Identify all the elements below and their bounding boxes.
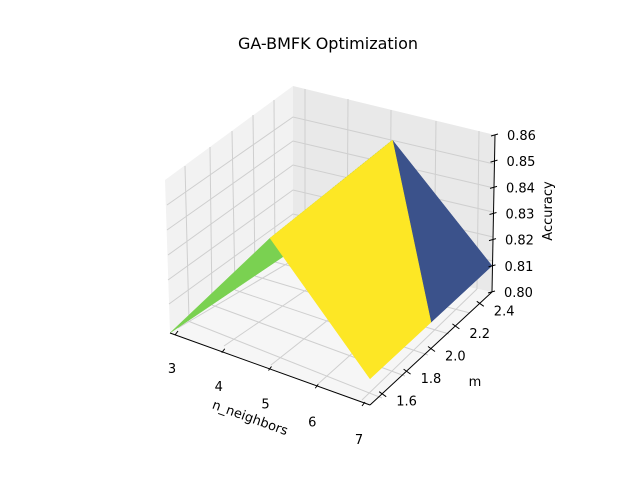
- y-tick-label: 2.0: [445, 350, 466, 365]
- x-axis-label: n_neighbors: [210, 398, 290, 439]
- y-tick-label: 2.4: [494, 304, 515, 319]
- chart-title: GA-BMFK Optimization: [238, 34, 418, 53]
- x-tick-mark: [268, 366, 272, 371]
- z-tick-mark: [489, 212, 497, 215]
- y-tick-mark: [403, 368, 411, 375]
- y-tick-mark: [476, 300, 485, 307]
- z-axis-label: Accuracy: [541, 181, 556, 241]
- z-axis-ticks: 0.80 0.81 0.82 0.83 0.84 0.85 0.86: [487, 129, 536, 301]
- z-tick-label: 0.85: [507, 155, 536, 170]
- z-tick-label: 0.83: [506, 208, 535, 223]
- x-tick-label: 5: [261, 398, 269, 413]
- y-tick-mark: [427, 346, 436, 352]
- x-tick-label: 3: [168, 362, 176, 377]
- surface-faces: [169, 139, 493, 380]
- x-tick-mark: [174, 330, 179, 336]
- z-tick-label: 0.82: [505, 234, 534, 249]
- x-tick-label: 4: [215, 380, 223, 395]
- x-tick-label: 7: [355, 433, 363, 448]
- z-tick-mark: [488, 264, 496, 268]
- x-axis-ticks: 3 4 5 6 7: [168, 330, 366, 448]
- z-tick-label: 0.81: [505, 260, 534, 275]
- y-tick-label: 1.6: [396, 395, 417, 410]
- z-tick-mark: [490, 159, 498, 163]
- z-tick-mark: [489, 185, 498, 189]
- z-tick-label: 0.80: [504, 286, 533, 301]
- surface-face-yellow: [269, 139, 432, 380]
- x-tick-mark: [221, 348, 226, 354]
- x-tick-mark: [314, 383, 319, 389]
- x-tick-mark: [361, 401, 366, 407]
- z-tick-label: 0.84: [506, 181, 535, 196]
- z-tick-mark: [488, 238, 497, 242]
- y-tick-label: 2.2: [469, 327, 490, 342]
- y-tick-mark: [378, 391, 387, 398]
- y-axis-ticks: 1.6 1.82.02.2 2.4: [378, 300, 515, 410]
- z-tick-label: 0.86: [507, 129, 536, 144]
- y-axis-label: m: [469, 375, 482, 390]
- y-tick-mark: [452, 323, 460, 330]
- x-tick-label: 6: [308, 415, 316, 430]
- z-tick-mark: [490, 133, 499, 137]
- y-tick-label: 1.8: [421, 372, 442, 387]
